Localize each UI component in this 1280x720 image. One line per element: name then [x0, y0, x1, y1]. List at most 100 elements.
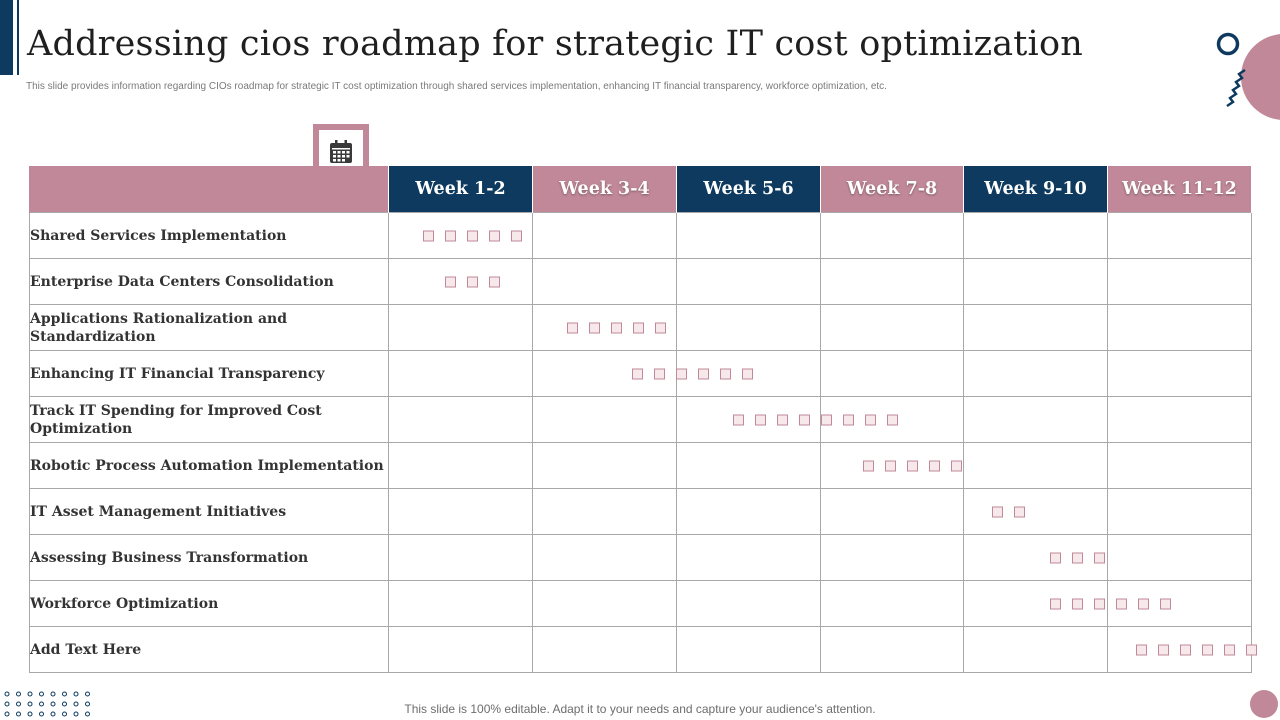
calendar-badge — [304, 117, 378, 189]
timeline-marker — [511, 230, 523, 241]
week-cell — [388, 396, 898, 443]
week-cell — [1107, 212, 1252, 259]
week-cell — [388, 350, 754, 397]
header-corner-cell — [29, 166, 389, 213]
week-cell — [676, 304, 821, 351]
week-cell — [388, 258, 533, 305]
dot — [73, 711, 79, 717]
week-cell — [1107, 350, 1252, 397]
task-label: Workforce Optimization — [29, 580, 389, 627]
week-cell — [676, 212, 821, 259]
table-row: Track IT Spending for Improved Cost Opti… — [29, 396, 1252, 443]
week-cell — [388, 488, 1026, 535]
page-subtitle: This slide provides information regardin… — [26, 81, 887, 92]
week-cell — [963, 212, 1108, 259]
week-cell — [1107, 396, 1252, 443]
table-row: Assessing Business Transformation — [29, 534, 1252, 581]
dot — [85, 691, 90, 697]
task-label: Shared Services Implementation — [29, 212, 389, 259]
week-header: Week 9-10 — [963, 166, 1108, 213]
task-label: Enterprise Data Centers Consolidation — [29, 258, 389, 305]
week-cell — [820, 396, 964, 443]
week-cell — [676, 580, 821, 627]
timeline-marker — [467, 276, 478, 287]
dot — [50, 711, 56, 717]
week-cell — [963, 442, 1108, 489]
week-header: Week 5-6 — [676, 166, 821, 213]
task-label: IT Asset Management Initiatives — [29, 488, 389, 535]
week-cell — [532, 626, 677, 673]
week-header: Week 7-8 — [820, 166, 964, 213]
decorative-graphic — [1216, 32, 1280, 120]
week-cell — [1107, 442, 1252, 489]
zigzag-decoration — [1226, 68, 1246, 108]
week-cell — [820, 212, 964, 259]
week-cell — [532, 212, 677, 259]
week-cell — [820, 350, 964, 397]
dot — [85, 701, 90, 707]
dot — [16, 691, 21, 697]
week-cell — [963, 258, 1108, 305]
week-cell — [676, 258, 821, 305]
header-row: Week 1-2 Week 3-4 Week 5-6 Week 7-8 Week… — [29, 166, 1252, 213]
dot — [27, 711, 33, 717]
week-cell — [820, 442, 964, 489]
dot — [27, 701, 33, 707]
pink-half-circle-decoration — [1241, 34, 1280, 120]
table-row: Applications Rationalization and Standar… — [29, 304, 1252, 351]
corner-circle-decoration — [1250, 690, 1278, 718]
week-cell — [532, 304, 677, 351]
ring-decoration — [1216, 32, 1240, 56]
week-cell — [963, 304, 1108, 351]
timeline-marker — [445, 276, 456, 287]
task-label: Assessing Business Transformation — [29, 534, 389, 581]
dot-pattern-decoration — [4, 691, 90, 717]
table-row: Robotic Process Automation Implementatio… — [29, 442, 1252, 489]
week-cell — [532, 258, 677, 305]
week-cell — [388, 534, 1105, 581]
week-header: Week 3-4 — [532, 166, 677, 213]
week-cell — [963, 534, 1108, 581]
dot — [4, 711, 10, 717]
timeline-markers — [423, 230, 533, 241]
week-cell — [388, 212, 533, 259]
week-cell — [820, 258, 964, 305]
dot — [73, 701, 79, 707]
table-row: Enterprise Data Centers Consolidation — [29, 258, 1252, 305]
dot — [4, 691, 10, 697]
week-cell — [532, 442, 677, 489]
timeline-marker — [489, 276, 500, 287]
week-cell — [963, 350, 1108, 397]
timeline-marker — [489, 230, 501, 241]
week-cell — [676, 396, 821, 443]
week-cell — [676, 488, 821, 535]
week-cell — [532, 534, 677, 581]
week-cell — [820, 580, 964, 627]
task-label: Add Text Here — [29, 626, 389, 673]
week-cell — [963, 580, 1108, 627]
week-cell — [963, 626, 1108, 673]
week-cell — [532, 396, 677, 443]
week-cell — [532, 580, 677, 627]
week-cell — [388, 304, 667, 351]
accent-line — [17, 0, 19, 75]
dot — [62, 691, 67, 697]
dot — [62, 711, 67, 717]
dot — [16, 711, 21, 717]
week-cell — [388, 580, 1171, 627]
table-row: Add Text Here — [29, 626, 1258, 673]
week-cell — [676, 626, 821, 673]
week-cell — [1107, 488, 1252, 535]
dot — [85, 711, 90, 717]
week-cell — [820, 626, 964, 673]
week-header: Week 1-2 — [388, 166, 533, 213]
calendar-icon — [330, 140, 352, 163]
week-cell — [1107, 534, 1252, 581]
dot — [73, 691, 79, 697]
dot — [50, 701, 56, 707]
week-cell — [676, 534, 821, 581]
timeline-marker — [423, 230, 435, 241]
roadmap-table: Week 1-2 Week 3-4 Week 5-6 Week 7-8 Week… — [29, 166, 1258, 673]
dot — [4, 701, 10, 707]
task-label: Robotic Process Automation Implementatio… — [29, 442, 389, 489]
